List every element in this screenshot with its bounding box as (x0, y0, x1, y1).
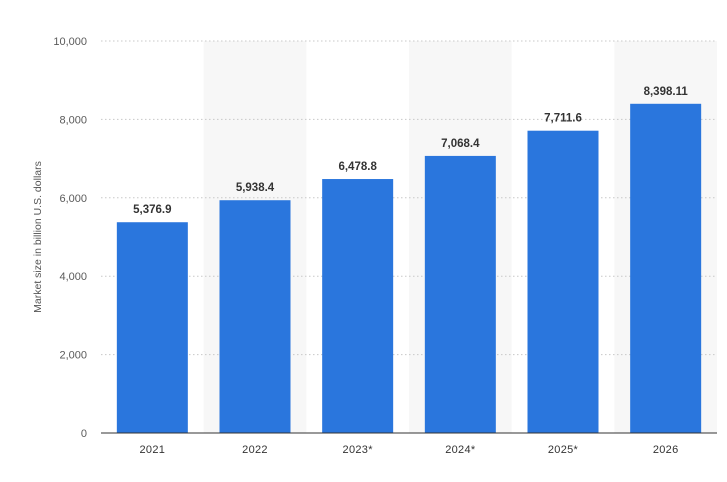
bar[interactable] (322, 179, 394, 433)
bar[interactable] (219, 200, 291, 433)
bar[interactable] (424, 155, 496, 434)
data-label: 7,711.6 (544, 113, 582, 125)
x-tick-label: 2022 (242, 444, 268, 456)
y-tick-label: 8,000 (59, 114, 87, 126)
y-axis-title: Market size in billion U.S. dollars (32, 161, 44, 313)
bars (116, 103, 702, 434)
x-tick-label: 2024* (445, 444, 476, 456)
bar[interactable] (527, 130, 599, 434)
data-label: 8,398.11 (644, 86, 689, 98)
y-tick-label: 6,000 (59, 193, 87, 205)
data-label: 5,376.9 (133, 204, 171, 216)
data-label: 5,938.4 (236, 182, 275, 194)
x-tick-label: 2026 (653, 444, 679, 456)
x-axis-ticks: 2021 2022 2023* 2024* 2025* 2026 (139, 444, 678, 456)
value-labels: 5,376.9 5,938.4 6,478.8 7,068.4 7,711.6 8,398… (133, 86, 688, 216)
y-axis-ticks: 0 2,000 4,000 6,000 8,000 10,000 (53, 36, 87, 440)
x-tick-label: 2025* (548, 444, 579, 456)
x-tick-label: 2023* (343, 444, 374, 456)
x-tick-label: 2021 (139, 444, 165, 456)
y-tick-label: 4,000 (59, 271, 87, 283)
bar[interactable] (116, 222, 188, 433)
y-tick-label: 10,000 (53, 36, 87, 48)
data-label: 7,068.4 (441, 138, 480, 150)
bar[interactable] (630, 103, 702, 433)
y-tick-label: 2,000 (59, 350, 87, 362)
data-label: 6,478.8 (338, 161, 377, 173)
y-tick-label: 0 (81, 428, 87, 440)
gridlines (101, 40, 717, 356)
